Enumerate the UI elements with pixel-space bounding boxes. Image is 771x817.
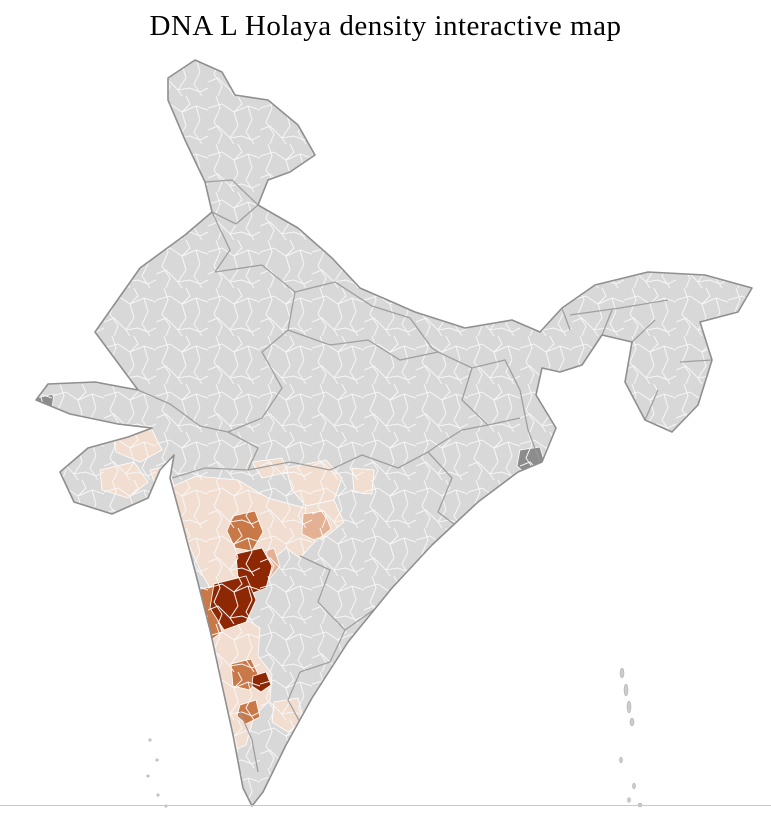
island-shape[interactable] — [619, 667, 625, 679]
andaman-nicobar-islands[interactable] — [619, 667, 643, 808]
island-shape[interactable] — [623, 683, 629, 697]
island-shape[interactable] — [148, 738, 152, 742]
page-title: DNA L Holaya density interactive map — [149, 10, 622, 42]
island-shape[interactable] — [626, 700, 632, 714]
island-shape[interactable] — [627, 797, 631, 803]
island-shape[interactable] — [146, 774, 150, 778]
lakshadweep-islands[interactable] — [146, 738, 168, 808]
island-shape[interactable] — [156, 793, 160, 797]
island-shape[interactable] — [632, 782, 636, 790]
bottom-divider — [0, 805, 771, 806]
island-shape[interactable] — [629, 717, 635, 727]
india-outline — [35, 59, 753, 807]
island-shape[interactable] — [619, 756, 623, 764]
island-shape[interactable] — [155, 758, 159, 762]
